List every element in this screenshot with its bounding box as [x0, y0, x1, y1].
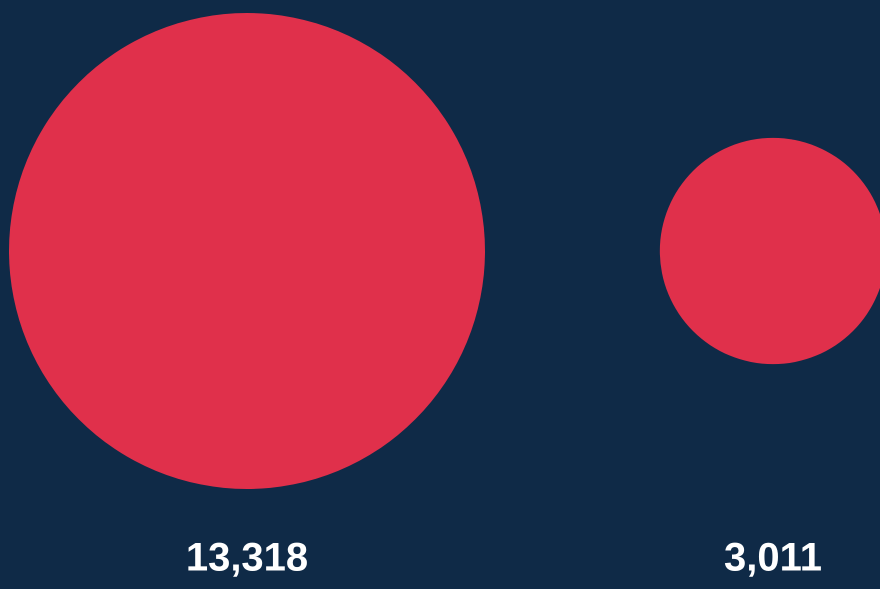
bubble-label-3011: 3,011 — [724, 536, 822, 580]
bubble-13318 — [9, 13, 485, 489]
bubble-label-13318: 13,318 — [186, 536, 308, 580]
bubble-3011 — [659, 137, 880, 365]
